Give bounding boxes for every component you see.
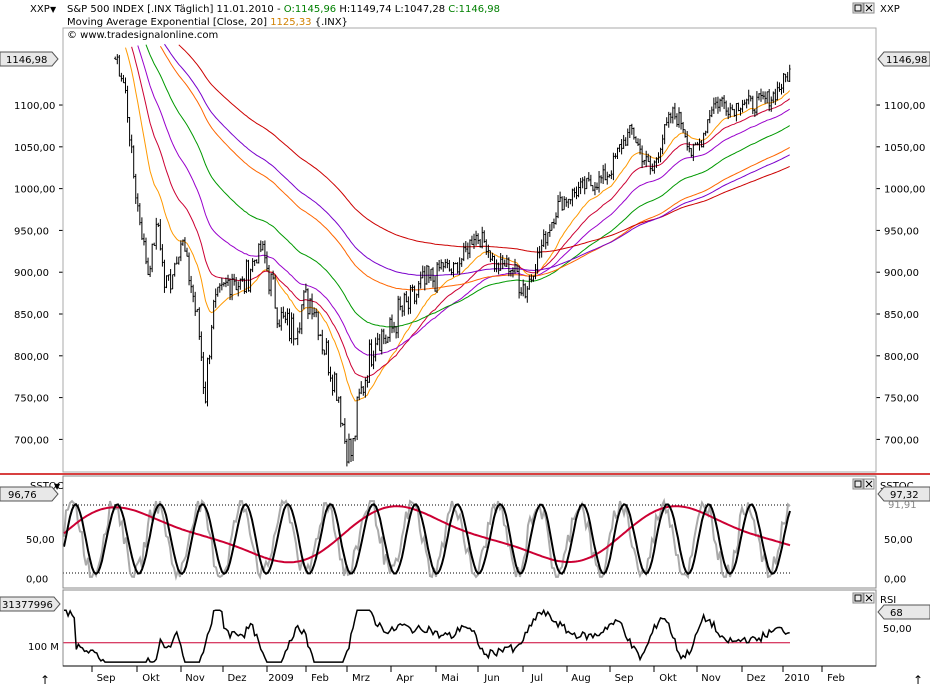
rsi-value-tag-right: 68 — [877, 604, 930, 620]
scroll-up-icon-left[interactable]: ↑ — [40, 673, 50, 687]
sstoc-overbought-label: 91,91 — [888, 500, 917, 511]
x-tick-label: 2010 — [784, 673, 809, 684]
ema-35-line — [131, 46, 791, 379]
sstoc-panel-frame — [62, 475, 877, 589]
ohlc-open: O:1145,96 — [284, 4, 336, 15]
x-tick-label: Okt — [142, 673, 160, 684]
x-tick-label: Nov — [185, 673, 205, 684]
ema-legend-value: 1125,33 — [270, 17, 311, 28]
rsi-value-left: 31377996 — [2, 600, 53, 611]
ohlc-close: C:1146,98 — [448, 4, 500, 15]
y-tick-right: 800,00 — [884, 352, 919, 363]
symbol-label-right: XXP — [880, 4, 900, 15]
x-tick-label: Dez — [746, 673, 765, 684]
main-panel-frame — [62, 27, 877, 473]
sstoc-y-tick-left: 50,00 — [26, 535, 55, 546]
y-tick-right: 1100,00 — [884, 101, 925, 112]
title-prefix: S&P 500 INDEX [.INX Täglich] 11.01.2010 … — [67, 4, 284, 15]
main-title: S&P 500 INDEX [.INX Täglich] 11.01.2010 … — [67, 4, 500, 15]
y-tick-left: 700,00 — [14, 435, 49, 446]
last-price-left: 1146,98 — [6, 55, 47, 66]
x-tick-label: Jul — [530, 673, 543, 684]
sstoc-value-right: 97,32 — [890, 490, 919, 501]
sstoc-d-line — [63, 502, 791, 576]
x-tick-label: Feb — [311, 673, 329, 684]
rsi-line — [64, 608, 790, 663]
dropdown-icon[interactable]: ▼ — [50, 5, 57, 14]
symbol-label: XXP — [30, 4, 50, 15]
last-price-tag-left: 1146,98 — [0, 51, 59, 67]
x-tick-label: Aug — [571, 673, 591, 684]
last-price-right: 1146,98 — [886, 55, 927, 66]
sstoc-k-line — [63, 497, 791, 581]
y-tick-left: 800,00 — [14, 352, 49, 363]
ema-55-line — [137, 45, 790, 356]
sstoc-maximize-button[interactable] — [852, 478, 864, 490]
x-tick-label: Feb — [827, 673, 845, 684]
x-tick-label: Jun — [483, 673, 500, 684]
sstoc-close-button[interactable] — [863, 478, 875, 490]
y-tick-right: 1000,00 — [884, 185, 925, 196]
ema-legend-suffix: {.INX} — [315, 17, 348, 28]
ohlc-low: L:1047,28 — [395, 4, 445, 15]
y-tick-left: 900,00 — [14, 268, 49, 279]
rsi-maximize-button[interactable] — [852, 592, 864, 604]
last-price-tag-right: 1146,98 — [877, 51, 930, 67]
y-tick-right: 750,00 — [884, 394, 919, 405]
rsi-value-right: 68 — [890, 608, 903, 619]
ema-legend-label: Moving Average Exponential [Close, 20] — [67, 17, 267, 28]
ema-150-line — [164, 43, 790, 277]
y-tick-left: 1000,00 — [14, 185, 55, 196]
ema-legend: Moving Average Exponential [Close, 20] 1… — [67, 17, 348, 28]
sstoc-y-tick-left: 0,00 — [26, 575, 48, 586]
x-tick-label: Nov — [701, 673, 721, 684]
x-tick-label: Sep — [97, 673, 116, 684]
rsi-label: RSI — [880, 595, 896, 606]
x-tick-label: 2009 — [268, 673, 293, 684]
y-tick-left: 950,00 — [14, 226, 49, 237]
x-tick-label: Mai — [441, 673, 459, 684]
rsi-value-tag-left: 31377996 — [0, 596, 61, 612]
scroll-up-icon-right[interactable]: ↑ — [913, 673, 923, 687]
y-tick-right: 700,00 — [884, 435, 919, 446]
sstoc-value-tag-right: 97,32 — [877, 486, 930, 502]
close-button[interactable] — [863, 2, 875, 14]
x-tick-label: Mrz — [352, 673, 370, 684]
y-tick-right: 950,00 — [884, 226, 919, 237]
y-tick-right: 1050,00 — [884, 143, 925, 154]
x-tick-label: Dez — [227, 673, 246, 684]
y-tick-left: 750,00 — [14, 394, 49, 405]
x-tick-label: Sep — [615, 673, 634, 684]
copyright-text: © www.tradesignalonline.com — [67, 30, 218, 41]
sstoc-value-tag-left: 96,76 — [0, 486, 59, 502]
y-tick-right: 900,00 — [884, 268, 919, 279]
sstoc-y-tick-right: 50,00 — [884, 535, 913, 546]
rsi-right-tick: 50,00 — [883, 624, 912, 635]
x-tick-label: Apr — [396, 673, 414, 684]
rsi-left-tick: 100 M — [28, 642, 59, 653]
sstoc-y-tick-right: 0,00 — [884, 575, 906, 586]
sstoc-value-left: 96,76 — [8, 490, 37, 501]
ohlc-high: H:1149,74 — [339, 4, 391, 15]
ema-200-line — [178, 44, 790, 253]
x-tick-label: Okt — [659, 673, 677, 684]
ema-130-line — [159, 45, 790, 291]
sstoc-dropdown-icon[interactable]: ▼ — [54, 482, 61, 491]
y-tick-left: 1100,00 — [14, 101, 55, 112]
ema-85-line — [145, 44, 790, 328]
maximize-button[interactable] — [852, 2, 864, 14]
rsi-close-button[interactable] — [863, 592, 875, 604]
y-tick-left: 850,00 — [14, 310, 49, 321]
y-tick-left: 1050,00 — [14, 143, 55, 154]
y-tick-right: 850,00 — [884, 310, 919, 321]
ema-20-line — [125, 47, 791, 402]
